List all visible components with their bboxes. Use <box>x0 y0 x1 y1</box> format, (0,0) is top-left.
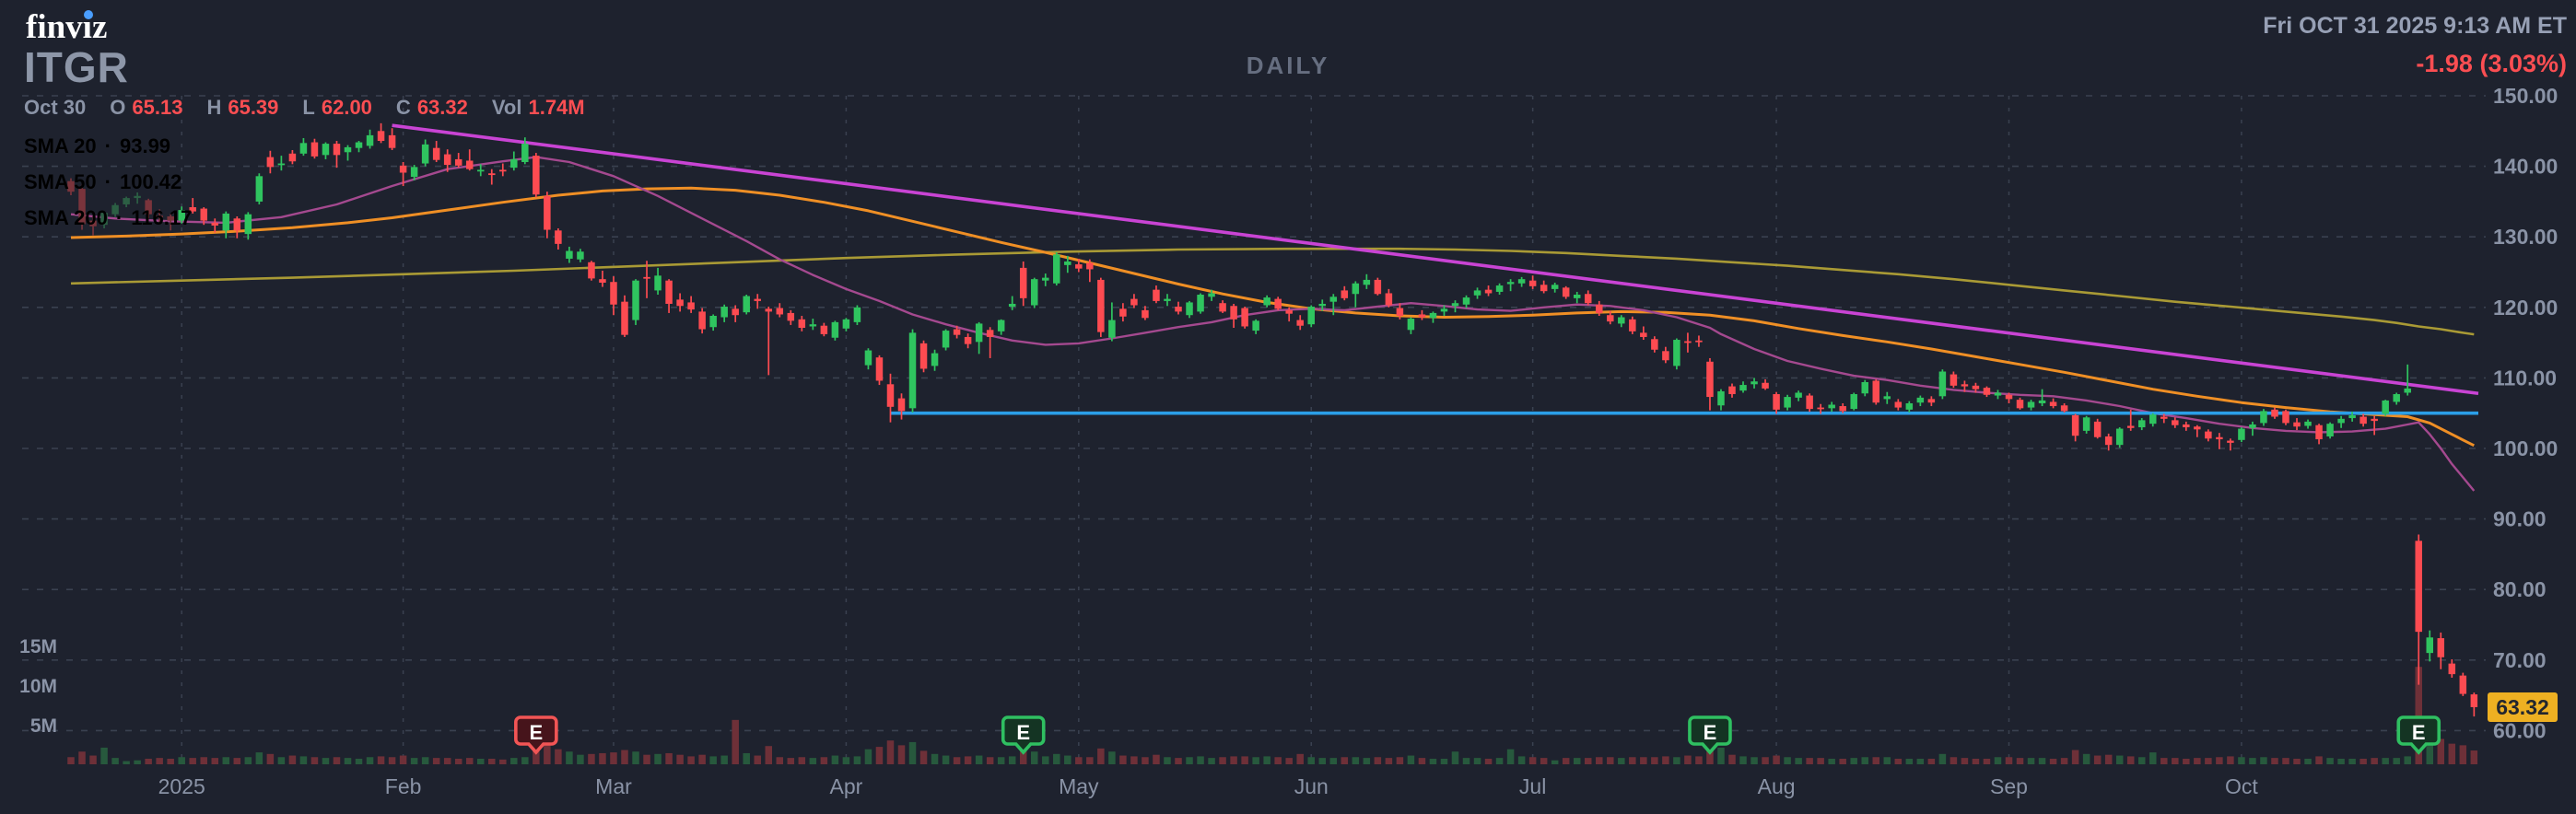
candles <box>67 122 2478 717</box>
earnings-marker[interactable]: E <box>514 715 558 755</box>
ticker-symbol: ITGR <box>24 43 129 91</box>
price-tick-label: 140.00 <box>2493 155 2558 179</box>
timeframe-label: DAILY <box>1246 52 1330 79</box>
sma50-sep: · <box>104 170 111 193</box>
sma20-label: SMA 20 <box>24 134 97 157</box>
grid-lines <box>22 95 2486 762</box>
datetime-label: Fri OCT 31 2025 9:13 AM ET <box>2263 13 2567 39</box>
sma20-legend: SMA 20 · 93.99 <box>24 134 170 158</box>
earnings-marker-letter: E <box>529 721 543 744</box>
volume-axis: 15M 10M 5M <box>19 636 57 737</box>
sma200-value: 116.17 <box>131 206 193 229</box>
price-change: -1.98 (3.03%) <box>2416 50 2567 77</box>
month-label: Jul <box>1519 774 1546 798</box>
month-label: Jun <box>1294 774 1329 798</box>
volume-value: 1.74M <box>528 96 585 119</box>
volume-tick-label: 15M <box>19 636 57 657</box>
price-tick-label: 110.00 <box>2493 366 2557 390</box>
earnings-marker[interactable]: E <box>1001 715 1046 755</box>
svg-text:63.32: 63.32 <box>2496 695 2549 719</box>
logo-dot-icon <box>84 10 93 19</box>
month-label: Feb <box>385 774 422 798</box>
sma20-sep: · <box>104 134 111 157</box>
earnings-marker-letter: E <box>2412 721 2426 744</box>
sma20-value: 93.99 <box>119 134 171 157</box>
sma200-line <box>70 247 2475 336</box>
earnings-marker[interactable]: E <box>1688 715 1732 755</box>
month-axis: 2025 Feb Mar Apr May Jun Jul Aug Sep Oct <box>158 774 2259 798</box>
price-axis: 150.00 140.00 130.00 120.00 110.00 100.00 90.0… <box>2493 84 2558 742</box>
volume-tick-label: 5M <box>30 715 57 737</box>
sma50-label: SMA 50 <box>24 170 97 193</box>
close-value: 63.32 <box>416 96 468 119</box>
sma20-line <box>70 156 2476 492</box>
month-label: Mar <box>595 774 632 798</box>
quote-bar: Oct 30 O 65.13 H 65.39 L 62.00 C 63.32 Vol 1.… <box>24 96 585 120</box>
high-value: 65.39 <box>228 96 279 119</box>
month-label: 2025 <box>158 774 205 798</box>
sma200-sep: · <box>115 206 123 229</box>
volume-bars <box>67 667 2478 764</box>
price-tick-label: 60.00 <box>2493 718 2547 742</box>
month-label: Aug <box>1758 774 1796 798</box>
earnings-marker[interactable]: E <box>2396 715 2441 755</box>
last-price-tag: 63.32 <box>2488 692 2558 722</box>
volume-label: Vol <box>491 96 522 119</box>
price-tick-label: 90.00 <box>2493 507 2547 531</box>
price-tick-label: 120.00 <box>2493 296 2558 320</box>
low-label: L <box>302 96 315 119</box>
finviz-logo[interactable]: finvız <box>26 7 107 47</box>
price-tick-label: 70.00 <box>2493 648 2547 672</box>
sma50-line <box>70 186 2475 448</box>
open-label: O <box>110 96 126 119</box>
high-label: H <box>206 96 222 119</box>
quote-date: Oct 30 <box>24 96 87 119</box>
price-tick-label: 130.00 <box>2493 225 2558 249</box>
month-label: Apr <box>830 774 863 798</box>
month-label: May <box>1059 774 1099 798</box>
month-label: Oct <box>2225 774 2258 798</box>
price-tick-label: 100.00 <box>2493 436 2558 460</box>
sma50-value: 100.42 <box>119 170 182 193</box>
open-value: 65.13 <box>132 96 183 119</box>
price-tick-label: 150.00 <box>2493 84 2558 108</box>
earnings-marker-letter: E <box>1016 721 1030 744</box>
low-value: 62.00 <box>321 96 372 119</box>
close-label: C <box>395 96 411 119</box>
earnings-marker-letter: E <box>1704 721 1717 744</box>
sma200-label: SMA 200 <box>24 206 108 229</box>
resistance-trendline[interactable] <box>392 123 2479 396</box>
volume-tick-label: 10M <box>19 676 57 697</box>
finviz-logo-text: finvız <box>26 8 108 46</box>
sma50-legend: SMA 50 · 100.42 <box>24 170 181 194</box>
sma200-legend: SMA 200 · 116.17 <box>24 206 192 230</box>
month-label: Sep <box>1990 774 2028 798</box>
price-tick-label: 80.00 <box>2493 577 2547 601</box>
